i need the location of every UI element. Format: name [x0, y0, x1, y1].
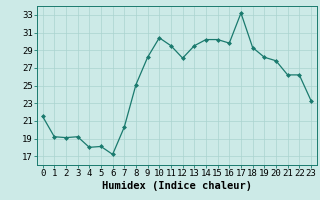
- X-axis label: Humidex (Indice chaleur): Humidex (Indice chaleur): [102, 181, 252, 191]
